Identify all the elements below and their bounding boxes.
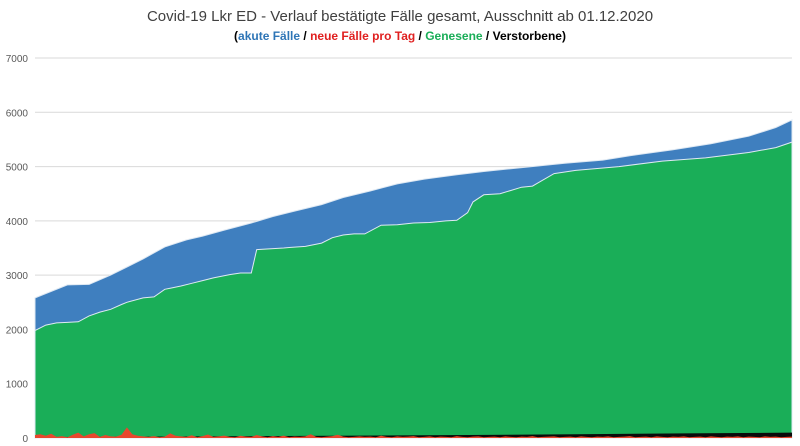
- y-tick-label-4000: 4000: [6, 217, 29, 228]
- y-tick-label-2000: 2000: [6, 325, 29, 336]
- y-tick-label-7000: 7000: [6, 54, 29, 65]
- subtitle-segment-6: /: [482, 29, 493, 43]
- y-tick-label-5000: 5000: [6, 163, 29, 174]
- area-neue: [35, 427, 792, 438]
- subtitle-segment-3: neue Fälle pro Tag: [310, 29, 416, 43]
- subtitle-segment-7: Verstorbene: [492, 29, 562, 43]
- subtitle-segment-8: ): [561, 29, 566, 43]
- subtitle-segment-2: /: [300, 29, 311, 43]
- subtitle-segment-1: akute Fälle: [238, 29, 301, 43]
- subtitle-segment-5: Genesene: [425, 29, 483, 43]
- chart-subtitle: (akute Fälle / neue Fälle pro Tag / Gene…: [0, 29, 800, 43]
- y-tick-label-0: 0: [22, 434, 28, 445]
- subtitle-segment-4: /: [415, 29, 426, 43]
- y-tick-label-1000: 1000: [6, 380, 29, 391]
- y-tick-label-6000: 6000: [6, 108, 29, 119]
- area-genesene: [34, 141, 793, 439]
- y-tick-label-3000: 3000: [6, 271, 29, 282]
- subtitle-segment-0: (: [234, 29, 239, 43]
- y-axis: 0 1000 2000 3000 4000 5000 6000 7000: [6, 54, 29, 445]
- area-series-group: [34, 119, 793, 439]
- chart-title: Covid-19 Lkr ED - Verlauf bestätigte Fäl…: [146, 8, 654, 25]
